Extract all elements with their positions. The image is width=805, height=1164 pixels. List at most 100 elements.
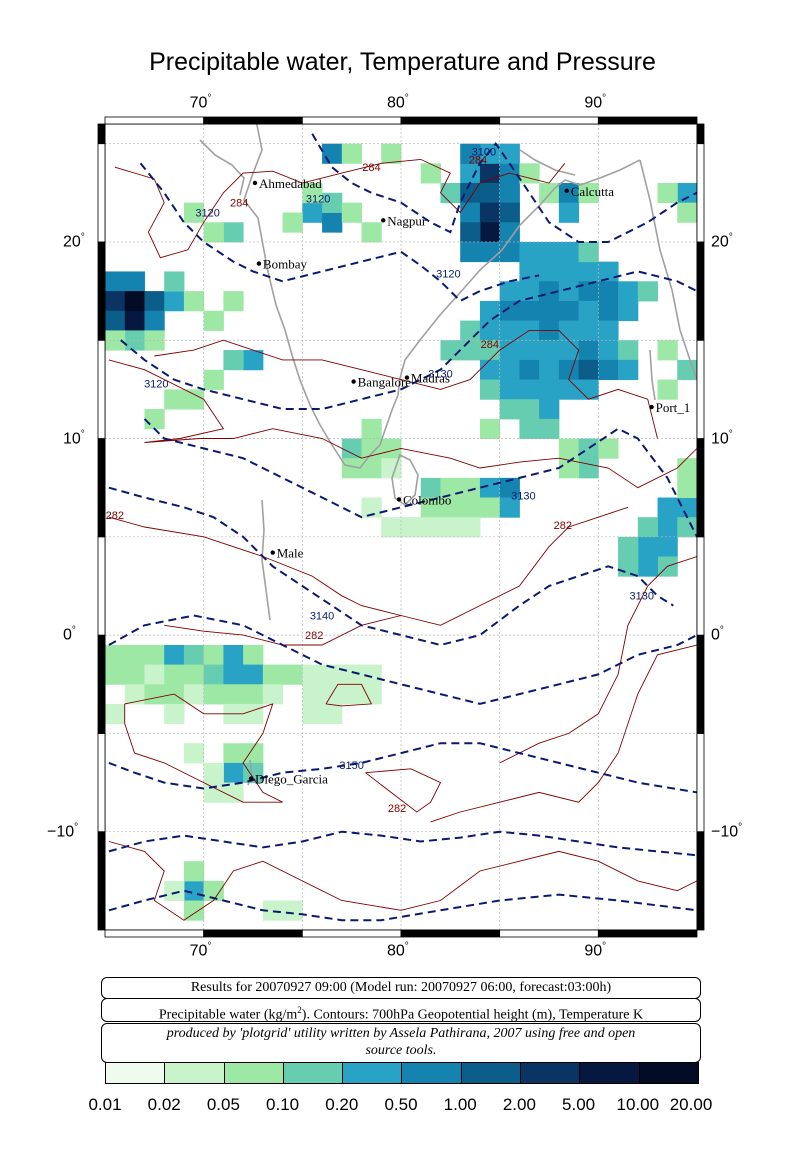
precip-cell: [499, 241, 520, 263]
precip-cell: [144, 644, 165, 666]
precip-cell: [361, 418, 382, 440]
precip-cell: [322, 212, 343, 233]
frame-bar-bottom: [400, 929, 501, 938]
precip-cell: [420, 477, 441, 499]
precip-cell: [183, 291, 205, 312]
precip-cell: [637, 556, 659, 577]
lat-tick-label-left: −10°: [47, 821, 79, 841]
colorbar-tick-label: 0.01: [88, 1095, 122, 1114]
precip-cell: [479, 222, 501, 243]
temperature-contour: [430, 644, 697, 823]
precip-cell: [243, 644, 264, 666]
precip-cell: [203, 762, 224, 784]
precip-cell: [322, 143, 343, 164]
contour-label: 282: [388, 803, 406, 815]
credit-line-1: produced by 'plotgrid' utility written b…: [166, 1026, 636, 1041]
lat-tick-label-left: 10°: [63, 428, 85, 447]
frame-bar-top: [597, 116, 698, 125]
precip-cell: [657, 497, 678, 518]
city-label: Colombo: [403, 492, 451, 507]
contour-label: 3130: [511, 490, 535, 502]
precip-cell: [183, 664, 205, 685]
coastline: [199, 124, 697, 786]
frame-bar-right: [696, 831, 705, 931]
precip-cell: [558, 182, 580, 204]
precip-cell: [499, 340, 520, 361]
precip-cell: [302, 703, 323, 725]
height-contour: [108, 889, 697, 922]
precip-cell: [203, 880, 224, 902]
contour-label: 3120: [195, 207, 219, 219]
legend-desc-sup: 2: [297, 1005, 302, 1015]
andaman-islands: [649, 349, 656, 401]
precip-cell: [657, 379, 678, 400]
precip-cell: [302, 684, 323, 705]
precip-cell: [499, 202, 520, 223]
frame-bar-right: [696, 339, 705, 439]
precip-cell: [677, 477, 697, 499]
precip-cell: [183, 202, 205, 223]
precip-cell: [105, 664, 126, 685]
precip-cell: [598, 281, 619, 302]
precip-cell: [519, 359, 540, 381]
legend-desc-suffix: ). Contours: 700hPa Geopotential height …: [301, 1007, 644, 1023]
precip-cell: [223, 743, 244, 764]
colorbar-swatch: [639, 1063, 698, 1083]
precip-cell: [598, 300, 619, 322]
precip-cell: [124, 291, 145, 312]
precip-cell: [499, 399, 520, 420]
height-contour: [143, 418, 697, 538]
precip-cell: [578, 359, 599, 381]
colorbar-tick-label: 0.20: [325, 1095, 359, 1114]
precip-cell: [243, 762, 264, 784]
precip-cell: [164, 644, 185, 666]
precip-cell: [578, 281, 599, 302]
height-contour: [108, 830, 697, 857]
precip-cell: [479, 418, 501, 440]
precip-cell: [361, 222, 382, 243]
precip-cell: [677, 458, 697, 479]
contour-label: 3120: [306, 194, 330, 206]
precip-cell: [401, 517, 422, 538]
precip-cell: [262, 900, 284, 921]
temperature-contour: [499, 556, 697, 764]
precip-cell: [539, 399, 560, 420]
height-contour: [108, 486, 674, 647]
city-label: Nagpur: [387, 213, 427, 228]
precip-cell: [539, 241, 560, 263]
temperature-contour: [154, 329, 658, 439]
precip-cell: [105, 644, 126, 666]
precip-cell: [243, 703, 264, 725]
precip-cell: [341, 458, 363, 479]
precip-cell: [302, 182, 323, 204]
city-label: Port_1: [656, 400, 691, 415]
precip-cell: [578, 182, 599, 204]
precip-cell: [578, 241, 599, 263]
precip-cell: [618, 300, 639, 322]
frame-bar-right: [696, 241, 705, 341]
lon-tick-label-top: 70°: [189, 93, 212, 112]
precip-cell: [539, 281, 560, 302]
precip-cell: [479, 241, 501, 263]
contour-label: 282: [554, 520, 572, 532]
frame-bar-left: [97, 143, 106, 243]
colorbar: [105, 1062, 699, 1084]
precip-cell: [203, 644, 224, 666]
gujarat-coast: [199, 139, 245, 196]
precip-cell: [243, 664, 264, 685]
precip-cell: [539, 359, 560, 381]
frame-bar-bottom: [203, 929, 303, 938]
frame-bar-top: [203, 116, 303, 125]
colorbar-swatch: [461, 1063, 522, 1083]
precip-cell: [203, 782, 224, 803]
precip-cell: [341, 438, 363, 459]
precip-cell: [479, 477, 501, 499]
precip-cell: [243, 684, 264, 705]
colorbar-tick-label: 0.10: [266, 1095, 300, 1114]
bangladesh-coast: [519, 149, 576, 176]
precip-cell: [223, 222, 244, 243]
frame-bar-left: [97, 536, 106, 636]
precip-cell: [519, 379, 540, 400]
precip-cell: [618, 281, 639, 302]
colorbar-swatch: [283, 1063, 344, 1083]
